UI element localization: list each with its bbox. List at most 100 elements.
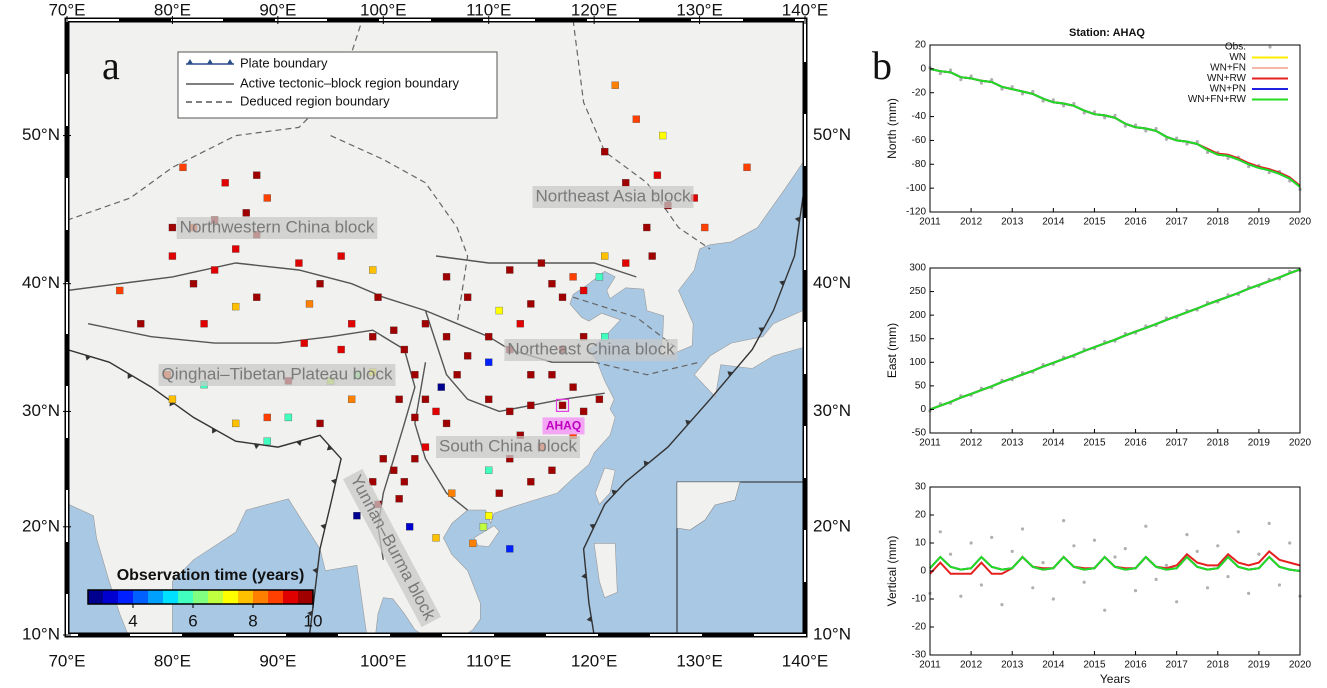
x-tick-label-bottom: 110°E xyxy=(466,651,511,670)
y-tick-label-right: 20°N xyxy=(813,516,851,535)
obs-point xyxy=(1175,136,1179,140)
colorbar-swatch xyxy=(163,590,179,604)
legend-swatch xyxy=(1268,45,1272,49)
station xyxy=(527,478,535,486)
plate-tooth xyxy=(127,373,133,379)
station xyxy=(632,115,640,123)
chart-title: Station: AHAQ xyxy=(1069,27,1145,39)
map-area: AHAQ xyxy=(67,20,805,635)
x-tick-label: 2016 xyxy=(1124,660,1147,671)
plate-tooth xyxy=(211,427,218,434)
colorbar-tick-label: 4 xyxy=(128,611,137,630)
colorbar-swatch xyxy=(268,590,284,604)
colorbar-swatch xyxy=(148,590,164,604)
station xyxy=(411,455,419,463)
station xyxy=(263,194,271,202)
obs-point xyxy=(1031,586,1035,590)
y-tick-label: 0 xyxy=(920,566,926,577)
x-tick-label-top: 100°E xyxy=(360,0,407,19)
station xyxy=(506,545,514,553)
colorbar-tick-label: 10 xyxy=(304,611,323,630)
x-tick-label: 2011 xyxy=(919,438,941,449)
x-tick-label-bottom: 80°E xyxy=(154,651,191,670)
station xyxy=(116,286,124,295)
station xyxy=(432,534,440,542)
x-tick-label-bottom: 100°E xyxy=(360,651,407,670)
obs-point xyxy=(1144,129,1148,133)
station xyxy=(485,333,493,341)
x-tick-label: 2012 xyxy=(960,217,983,228)
x-tick-label-top: 140°E xyxy=(782,0,829,19)
block-boundary xyxy=(87,323,405,351)
station xyxy=(395,395,403,403)
station-highlight xyxy=(555,398,570,412)
x-tick-label: 2015 xyxy=(1083,660,1106,671)
colorbar-tick-label: 6 xyxy=(188,611,197,630)
station xyxy=(189,280,198,288)
station xyxy=(390,326,398,334)
y-tick-label-left: 20°N xyxy=(22,516,60,535)
plate-tooth xyxy=(586,616,592,622)
obs-point xyxy=(1123,124,1127,128)
obs-point xyxy=(1185,142,1189,146)
block-label-bg xyxy=(436,436,580,458)
obs-point xyxy=(1103,116,1107,120)
station xyxy=(221,179,229,187)
deduced-boundary xyxy=(572,20,711,250)
colorbar-swatch xyxy=(253,590,269,604)
block-label-bg xyxy=(342,468,442,628)
obs-point xyxy=(1247,165,1251,169)
station xyxy=(179,163,187,172)
y-tick-label: -30 xyxy=(912,650,927,661)
station xyxy=(369,478,377,486)
obs-point xyxy=(1216,544,1220,548)
colorbar-swatch xyxy=(118,590,134,604)
station xyxy=(548,280,556,288)
plate-tooth xyxy=(794,216,801,223)
map-legend-label: Deduced region boundary xyxy=(240,93,390,108)
inset-land xyxy=(676,481,741,531)
x-tick-label-top: 70°E xyxy=(48,0,85,19)
obs-point xyxy=(1010,549,1014,554)
map-legend-label: Plate boundary xyxy=(240,55,328,70)
station xyxy=(622,259,630,267)
obs-point xyxy=(1267,521,1271,526)
block-label-group: Northeast China block xyxy=(504,339,678,361)
x-tick-label: 2019 xyxy=(1248,660,1271,671)
block-label-group: Northeast Asia block xyxy=(532,186,694,208)
block-label-bg xyxy=(504,339,678,361)
station xyxy=(232,419,240,428)
obs-point xyxy=(1205,586,1210,590)
x-tick-label-top: 120°E xyxy=(571,0,618,19)
obs-point xyxy=(1082,111,1086,115)
station xyxy=(622,179,630,187)
station xyxy=(200,320,208,328)
y-axis-label: Vertical (mm) xyxy=(885,536,899,607)
block-label: Northeast China block xyxy=(507,339,675,358)
obs-point xyxy=(1041,99,1045,103)
block-label-group: South China block xyxy=(436,436,580,458)
y-tick-label: 250 xyxy=(909,286,926,297)
station xyxy=(558,401,567,410)
map-legend-label: Active tectonic–block region boundary xyxy=(240,75,459,90)
station xyxy=(527,300,535,308)
station xyxy=(379,455,387,463)
station xyxy=(442,333,451,341)
plot-frame xyxy=(929,44,1301,213)
colorbar-swatch xyxy=(193,590,209,604)
station xyxy=(601,147,609,156)
obs-point xyxy=(1144,524,1148,528)
y-tick-label: -100 xyxy=(906,183,926,194)
obs-point xyxy=(1236,530,1240,534)
x-tick-label: 2020 xyxy=(1289,217,1312,228)
legend-plate-tooth xyxy=(207,59,213,64)
station xyxy=(353,512,361,520)
obs-point xyxy=(1062,104,1066,108)
obs-point xyxy=(1195,140,1199,144)
station xyxy=(595,395,604,403)
legend-label: WN+FN+RW xyxy=(1188,94,1247,105)
station xyxy=(463,352,472,360)
x-tick-label: 2014 xyxy=(1042,660,1065,671)
series-line xyxy=(929,268,1301,411)
